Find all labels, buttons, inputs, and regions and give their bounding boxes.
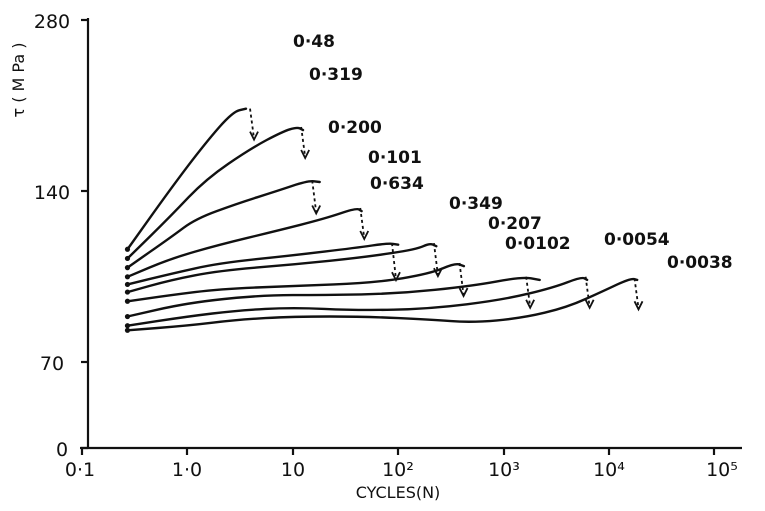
series-line-5	[126, 243, 438, 294]
failure-arrow-2	[311, 180, 318, 213]
series-label-6: 0·207	[488, 214, 542, 234]
failure-arrow-3	[359, 207, 366, 239]
series-start-point-0	[124, 246, 131, 252]
failure-arrowhead-2	[311, 205, 322, 216]
x-tick-label-2: 10	[281, 459, 305, 481]
x-tick-label-0: 0·1	[65, 459, 95, 481]
series-start-point-1	[124, 255, 131, 262]
failure-arrow-4	[391, 243, 397, 280]
series-line-3	[126, 207, 363, 278]
x-tick-label-6: 10⁵	[706, 459, 738, 481]
x-tick-label-4: 10³	[488, 459, 520, 481]
series-label-0: 0·48	[293, 32, 335, 52]
y-tick-label-70: 70	[40, 353, 64, 375]
series-label-3: 0·101	[368, 148, 422, 168]
failure-arrow-7	[525, 276, 532, 307]
series-line-4	[126, 242, 400, 286]
series-start-point-8	[124, 323, 131, 329]
y-axis-label: τ ( M Pa )	[9, 43, 28, 118]
series-label-5: 0·349	[449, 194, 503, 214]
y-tick-label-280: 280	[34, 11, 70, 33]
series-start-point-2	[124, 265, 131, 271]
series-line-1	[126, 126, 305, 260]
failure-arrow-8	[584, 276, 591, 307]
failure-arrowhead-6	[458, 287, 469, 299]
series-label-1: 0·319	[309, 65, 363, 85]
failure-arrowhead-0	[249, 131, 259, 142]
series-label-8: 0·0054	[604, 230, 670, 250]
curves-group	[124, 107, 644, 333]
y-tick-label-0: 0	[56, 439, 68, 461]
series-start-point-5	[124, 289, 131, 295]
series-line-2	[126, 179, 321, 269]
series-label-4: 0·634	[370, 174, 424, 194]
failure-arrowhead-8	[584, 299, 595, 310]
series-start-point-6	[124, 298, 131, 304]
failure-arrowhead-1	[300, 149, 310, 161]
failure-arrow-0	[249, 108, 255, 139]
series-label-7: 0·0102	[505, 234, 571, 254]
series-line-0	[126, 107, 248, 251]
x-tick-label-5: 10⁴	[593, 459, 625, 481]
series-line-9	[126, 277, 639, 332]
series-start-point-3	[124, 274, 131, 280]
x-axis-label: CYCLES(N)	[356, 483, 441, 502]
x-tick-label-1: 1·0	[172, 459, 202, 481]
x-tick-label-3: 10²	[382, 459, 414, 481]
series-line-6	[126, 263, 466, 303]
series-line-7	[126, 276, 541, 318]
failure-arrow-6	[458, 262, 465, 296]
series-start-point-4	[124, 281, 131, 288]
y-tick-label-140: 140	[34, 182, 70, 204]
failure-arrow-1	[300, 126, 307, 158]
failure-arrowhead-9	[633, 300, 644, 312]
failure-arrow-9	[633, 278, 640, 309]
series-line-8	[126, 276, 589, 327]
series-label-2: 0·200	[328, 118, 382, 138]
curve-labels-group: 0·48 0·319 0·200 0·101 0·634 0·3490·2070·0102…	[293, 32, 733, 273]
failure-arrowhead-7	[525, 299, 535, 310]
series-start-point-9	[124, 327, 131, 333]
series-label-9: 0·0038	[667, 253, 733, 273]
failure-arrowhead-3	[359, 230, 370, 242]
series-start-point-7	[124, 313, 131, 320]
